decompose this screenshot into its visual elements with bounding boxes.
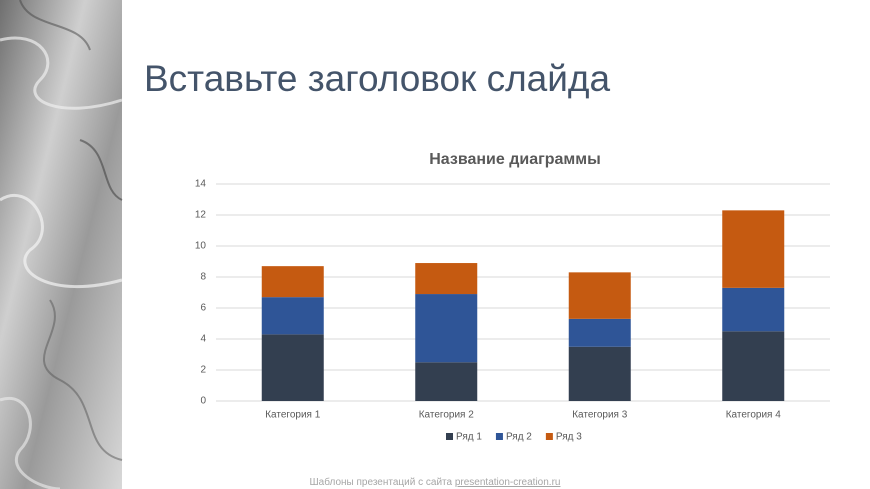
bar-segment <box>261 297 324 335</box>
bar-segment <box>722 210 785 288</box>
slide-title: Вставьте заголовок слайда <box>144 58 611 99</box>
bar-segment <box>415 294 478 363</box>
bar-segment <box>261 334 324 401</box>
footer-text: Шаблоны презентаций с сайта <box>309 477 453 488</box>
bar-segment <box>568 346 631 401</box>
y-tick-label: 8 <box>200 272 206 283</box>
plot: 0 2 4 6 8 10 12 14 Категория 1 Категория 2 Категор… <box>195 179 830 443</box>
legend-swatch <box>495 433 503 440</box>
bar-segment <box>568 272 631 319</box>
legend-label: Ряд 3 <box>556 432 582 443</box>
y-tick-label: 4 <box>200 334 206 345</box>
x-tick-label: Категория 3 <box>572 410 628 421</box>
x-tick-label: Категория 2 <box>419 410 475 421</box>
puzzle-image <box>0 0 123 489</box>
chart-title: Название диаграммы <box>429 151 601 168</box>
bar-segment <box>261 266 324 298</box>
y-tick-label: 14 <box>195 179 207 190</box>
bar-segment <box>415 362 478 401</box>
y-tick-label: 12 <box>195 210 207 221</box>
y-tick-label: 0 <box>200 396 206 407</box>
legend-label: Ряд 1 <box>456 432 482 443</box>
y-tick-label: 2 <box>200 365 206 376</box>
bar-segment <box>722 331 785 401</box>
legend-swatch <box>446 433 453 440</box>
footer: Шаблоны презентаций с сайта presentation… <box>0 477 870 488</box>
bar-segment <box>568 318 631 347</box>
y-tick-label: 10 <box>195 241 207 252</box>
legend-swatch <box>545 433 553 440</box>
x-tick-label: Категория 4 <box>726 410 782 421</box>
bar-segment <box>722 287 785 332</box>
y-tick-label: 6 <box>200 303 206 314</box>
legend-label: Ряд 2 <box>506 432 532 443</box>
footer-link[interactable]: presentation-creation.ru <box>454 477 561 488</box>
bar-segment <box>415 263 478 295</box>
x-tick-label: Категория 1 <box>265 410 321 421</box>
